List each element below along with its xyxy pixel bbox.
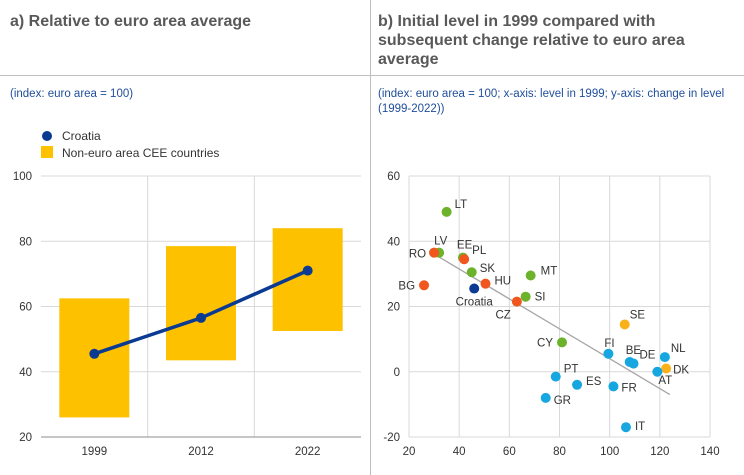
point-label: PT xyxy=(564,364,579,376)
panel-a-subtitle: (index: euro area = 100) xyxy=(10,88,134,100)
scatter-point xyxy=(659,352,670,363)
croatia-point xyxy=(89,348,100,359)
point-label: IT xyxy=(635,421,645,433)
x-tick-label: 20 xyxy=(403,446,416,458)
scatter-point xyxy=(608,381,619,392)
scatter-point xyxy=(540,392,551,403)
y-tick-label: -20 xyxy=(383,432,400,444)
point-label: DE xyxy=(639,350,655,362)
scatter-point xyxy=(652,366,663,377)
point-label: HU xyxy=(495,276,512,288)
y-tick-label: 80 xyxy=(19,236,32,248)
scatter-point xyxy=(419,280,430,291)
point-label: Croatia xyxy=(456,297,494,309)
point-label: RO xyxy=(409,249,426,261)
scatter-point xyxy=(603,348,614,359)
x-tick-label: 1999 xyxy=(82,446,108,458)
legend-marker-cee xyxy=(41,146,53,158)
legend-marker-croatia xyxy=(42,131,52,141)
x-tick-label: 80 xyxy=(553,446,566,458)
x-tick-label: 2022 xyxy=(295,446,321,458)
point-label: NL xyxy=(671,343,686,355)
panel-a-title: a) Relative to euro area average xyxy=(10,13,252,30)
x-tick-label: 60 xyxy=(503,446,516,458)
point-label: SK xyxy=(480,263,496,275)
scatter-point xyxy=(520,291,531,302)
y-tick-label: 40 xyxy=(19,367,32,379)
panel-b-title: b) Initial level in 1999 compared with s… xyxy=(378,13,685,68)
y-tick-label: 40 xyxy=(387,236,400,248)
point-label: FR xyxy=(621,382,636,394)
point-label: LV xyxy=(434,236,448,248)
scatter-point xyxy=(550,371,561,382)
scatter-point xyxy=(661,363,672,374)
scatter-point xyxy=(572,379,583,390)
panel-b-subtitle: (index: euro area = 100; x-axis: level i… xyxy=(378,88,725,115)
x-tick-label: 2012 xyxy=(188,446,214,458)
point-label: MT xyxy=(541,266,558,278)
cee-range-bar xyxy=(166,246,236,361)
point-label: SE xyxy=(630,309,646,321)
y-tick-label: 0 xyxy=(394,367,400,379)
scatter-point xyxy=(628,358,639,369)
panel-divider xyxy=(370,0,371,475)
x-tick-label: 140 xyxy=(700,446,719,458)
point-label: CZ xyxy=(496,310,511,322)
point-label: EE xyxy=(457,240,473,252)
y-tick-label: 20 xyxy=(19,432,32,444)
point-label: BE xyxy=(626,345,642,357)
y-tick-label: 60 xyxy=(387,171,400,183)
scatter-point xyxy=(480,278,491,289)
y-tick-label: 60 xyxy=(19,302,32,314)
scatter-point xyxy=(469,283,480,294)
legend-label-croatia: Croatia xyxy=(62,129,101,143)
y-tick-label: 20 xyxy=(387,302,400,314)
croatia-point xyxy=(302,265,313,276)
scatter-point xyxy=(525,270,536,281)
point-label: BG xyxy=(398,280,415,292)
y-tick-label: 100 xyxy=(13,171,32,183)
scatter-point xyxy=(466,267,477,278)
scatter-point xyxy=(619,319,630,330)
legend-label-cee: Non-euro area CEE countries xyxy=(62,146,219,160)
point-label: GR xyxy=(554,395,571,407)
scatter-point xyxy=(429,247,440,258)
scatter-point xyxy=(441,206,452,217)
croatia-point xyxy=(196,312,206,323)
point-label: CY xyxy=(537,337,553,349)
scatter-point xyxy=(459,254,470,265)
point-label: DK xyxy=(673,364,689,376)
x-tick-label: 100 xyxy=(600,446,619,458)
point-label: FI xyxy=(604,338,614,350)
scatter-point xyxy=(557,337,568,348)
scatter-point xyxy=(620,422,631,433)
point-label: ES xyxy=(586,376,602,388)
point-label: AT xyxy=(658,375,672,387)
scatter-point xyxy=(511,296,522,307)
x-tick-label: 120 xyxy=(650,446,669,458)
point-label: LT xyxy=(455,199,468,211)
header-divider xyxy=(0,75,744,76)
point-label: SI xyxy=(535,292,546,304)
point-label: PL xyxy=(472,245,487,257)
chart-a: 20 40 60 80 100 1999 2012 2022 Croatia Non-euro a… xyxy=(13,129,361,458)
x-tick-label: 40 xyxy=(453,446,466,458)
chart-b: 20 40 60 80 100 120 140 -20 0 20 40 60 LT LV EE PL RO SK M… xyxy=(383,171,719,458)
